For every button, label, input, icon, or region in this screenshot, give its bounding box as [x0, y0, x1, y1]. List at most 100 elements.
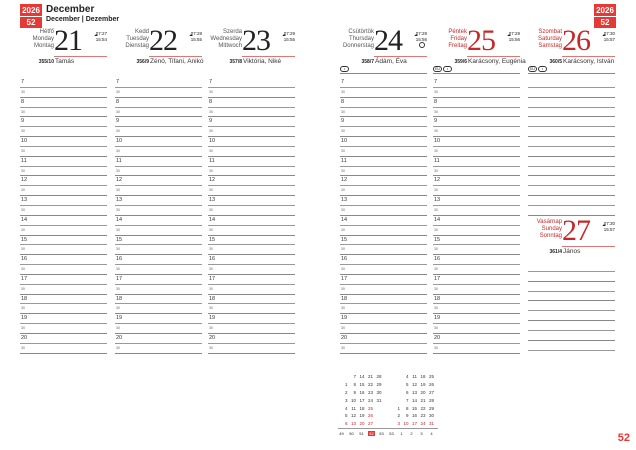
note-line[interactable]	[528, 108, 615, 118]
half-hour-slot[interactable]: 30	[433, 226, 520, 236]
hour-slot[interactable]: 17	[340, 275, 427, 285]
hour-slot[interactable]: 7	[20, 78, 107, 88]
hour-slot[interactable]: 19	[115, 314, 202, 325]
half-hour-slot[interactable]: 30	[340, 226, 427, 236]
hour-slot[interactable]: 19	[208, 314, 295, 325]
half-hour-slot[interactable]: 30	[208, 167, 295, 177]
half-hour-slot[interactable]: 30	[433, 324, 520, 334]
half-hour-slot[interactable]: 30	[340, 167, 427, 177]
hour-slot[interactable]: 15	[340, 236, 427, 246]
hour-slot[interactable]: 7	[340, 78, 427, 88]
half-hour-slot[interactable]: 30	[208, 344, 295, 354]
note-line[interactable]	[528, 186, 615, 197]
half-hour-slot[interactable]: 30	[208, 108, 295, 118]
hour-slot[interactable]: 8	[115, 98, 202, 108]
note-line[interactable]	[528, 301, 615, 312]
hour-slot[interactable]: 13	[115, 196, 202, 206]
half-hour-slot[interactable]: 30	[433, 285, 520, 295]
half-hour-slot[interactable]: 30	[20, 108, 107, 118]
note-line[interactable]	[528, 206, 615, 216]
half-hour-slot[interactable]: 30	[433, 304, 520, 315]
half-hour-slot[interactable]: 30	[433, 147, 520, 157]
hour-slot[interactable]: 9	[115, 117, 202, 128]
hour-slot[interactable]: 15	[433, 236, 520, 246]
hour-slot[interactable]: 12	[433, 176, 520, 187]
hour-slot[interactable]: 14	[433, 216, 520, 226]
half-hour-slot[interactable]: 30	[115, 108, 202, 118]
hour-slot[interactable]: 10	[433, 137, 520, 147]
note-line[interactable]	[528, 78, 615, 88]
hour-slot[interactable]: 19	[20, 314, 107, 325]
note-line[interactable]	[528, 147, 615, 157]
hour-slot[interactable]: 9	[20, 117, 107, 128]
hour-slot[interactable]: 13	[208, 196, 295, 206]
half-hour-slot[interactable]: 30	[20, 265, 107, 275]
half-hour-slot[interactable]: 30	[433, 186, 520, 197]
half-hour-slot[interactable]: 30	[115, 127, 202, 138]
note-line[interactable]	[528, 341, 615, 351]
note-line[interactable]	[528, 88, 615, 98]
hour-slot[interactable]: 15	[208, 236, 295, 246]
hour-slot[interactable]: 9	[433, 117, 520, 128]
note-line[interactable]	[528, 157, 615, 167]
hour-slot[interactable]: 8	[433, 98, 520, 108]
half-hour-slot[interactable]: 30	[20, 226, 107, 236]
half-hour-slot[interactable]: 30	[115, 206, 202, 216]
hour-slot[interactable]: 17	[433, 275, 520, 285]
note-line[interactable]	[528, 127, 615, 138]
hour-slot[interactable]: 20	[20, 334, 107, 344]
hour-slot[interactable]: 16	[433, 255, 520, 266]
hour-slot[interactable]: 10	[340, 137, 427, 147]
hour-slot[interactable]: 11	[433, 157, 520, 167]
half-hour-slot[interactable]: 30	[208, 304, 295, 315]
half-hour-slot[interactable]: 30	[115, 245, 202, 256]
half-hour-slot[interactable]: 30	[340, 88, 427, 98]
hour-slot[interactable]: 16	[208, 255, 295, 266]
half-hour-slot[interactable]: 30	[115, 88, 202, 98]
hour-slot[interactable]: 16	[115, 255, 202, 266]
half-hour-slot[interactable]: 30	[20, 206, 107, 216]
hour-slot[interactable]: 18	[340, 295, 427, 305]
half-hour-slot[interactable]: 30	[20, 344, 107, 354]
hour-slot[interactable]: 16	[20, 255, 107, 266]
half-hour-slot[interactable]: 30	[340, 147, 427, 157]
half-hour-slot[interactable]: 30	[208, 147, 295, 157]
hour-slot[interactable]: 13	[340, 196, 427, 206]
hour-slot[interactable]: 14	[115, 216, 202, 226]
half-hour-slot[interactable]: 30	[340, 245, 427, 256]
hour-slot[interactable]: 8	[20, 98, 107, 108]
hour-slot[interactable]: 16	[340, 255, 427, 266]
half-hour-slot[interactable]: 30	[208, 226, 295, 236]
half-hour-slot[interactable]: 30	[433, 127, 520, 138]
hour-slot[interactable]: 20	[433, 334, 520, 344]
half-hour-slot[interactable]: 30	[208, 265, 295, 275]
hour-slot[interactable]: 12	[208, 176, 295, 187]
hour-slot[interactable]: 13	[433, 196, 520, 206]
hour-slot[interactable]: 15	[115, 236, 202, 246]
hour-slot[interactable]: 19	[433, 314, 520, 325]
hour-slot[interactable]: 18	[433, 295, 520, 305]
hour-slot[interactable]: 17	[20, 275, 107, 285]
half-hour-slot[interactable]: 30	[20, 127, 107, 138]
note-line[interactable]	[528, 282, 615, 292]
hour-slot[interactable]: 10	[115, 137, 202, 147]
half-hour-slot[interactable]: 30	[208, 127, 295, 138]
hour-slot[interactable]: 9	[340, 117, 427, 128]
note-line[interactable]	[528, 176, 615, 187]
hour-slot[interactable]: 14	[340, 216, 427, 226]
hour-slot[interactable]: 7	[208, 78, 295, 88]
half-hour-slot[interactable]: 30	[340, 285, 427, 295]
note-line[interactable]	[528, 117, 615, 128]
half-hour-slot[interactable]: 30	[115, 265, 202, 275]
hour-slot[interactable]: 18	[208, 295, 295, 305]
half-hour-slot[interactable]: 30	[115, 167, 202, 177]
half-hour-slot[interactable]: 30	[20, 324, 107, 334]
half-hour-slot[interactable]: 30	[208, 88, 295, 98]
hour-slot[interactable]: 11	[115, 157, 202, 167]
hour-slot[interactable]: 18	[115, 295, 202, 305]
hour-slot[interactable]: 14	[208, 216, 295, 226]
hour-slot[interactable]: 11	[208, 157, 295, 167]
half-hour-slot[interactable]: 30	[208, 285, 295, 295]
hour-slot[interactable]: 12	[20, 176, 107, 187]
half-hour-slot[interactable]: 30	[20, 285, 107, 295]
